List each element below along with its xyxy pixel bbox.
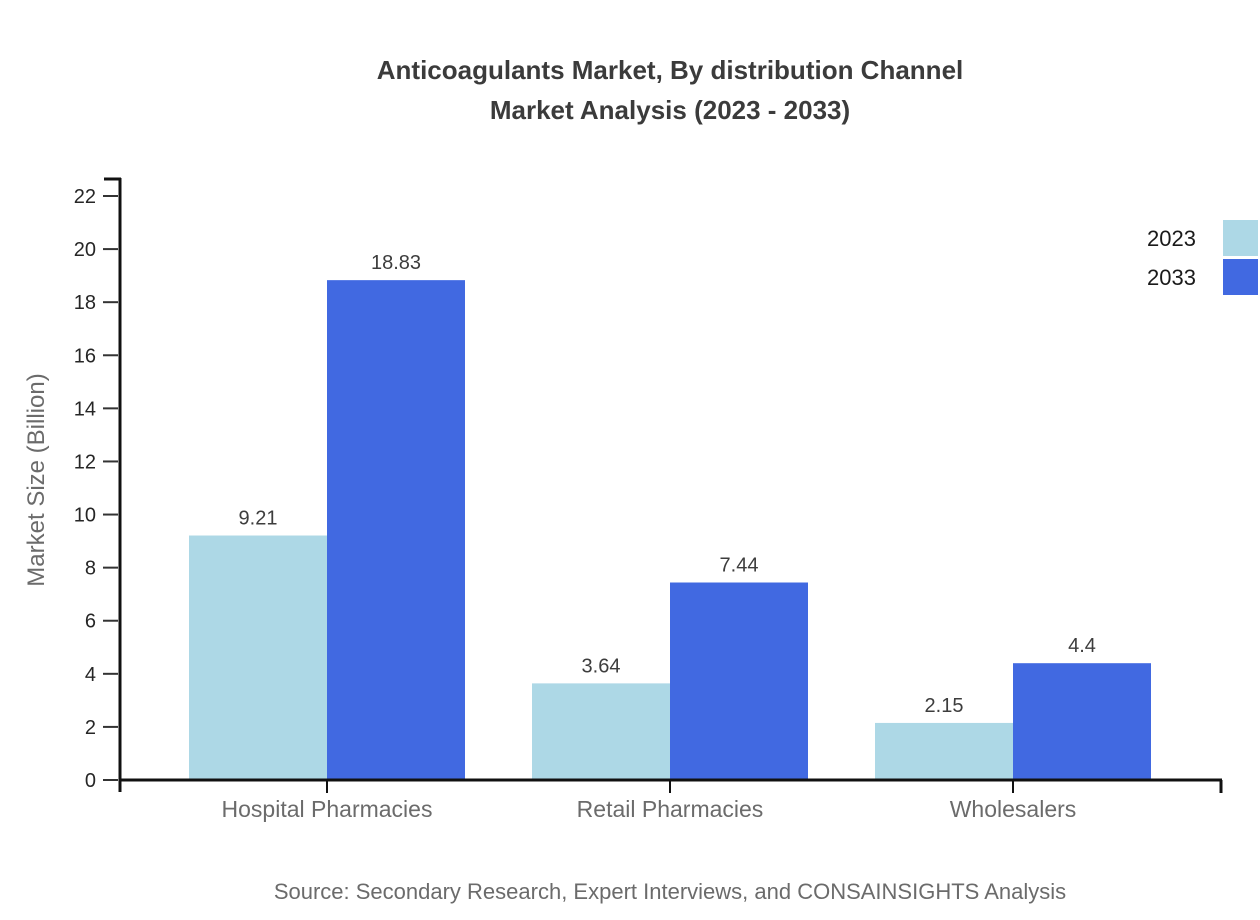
x-category-label-wholesalers: Wholesalers (950, 796, 1077, 822)
plot-area: 9.21 18.83 3.64 7.44 2.15 4.4 0 2 4 6 8 10 12 14 16 18 2… (74, 177, 1258, 822)
y-tick-label-10: 10 (74, 505, 96, 527)
y-tick-label-22: 22 (74, 186, 96, 208)
y-tick-label-8: 8 (85, 558, 96, 580)
bar-2033-retail-pharmacies (670, 582, 808, 780)
value-label-2033-hospital-pharmacies: 18.83 (371, 252, 421, 274)
legend-label-2033: 2033 (1147, 265, 1196, 290)
y-tick-label-2: 2 (85, 717, 96, 739)
value-label-2023-retail-pharmacies: 3.64 (582, 655, 621, 677)
value-label-2033-wholesalers: 4.4 (1068, 635, 1096, 657)
y-tick-label-4: 4 (85, 664, 96, 686)
legend-label-2023: 2023 (1147, 226, 1196, 251)
bar-2023-wholesalers (875, 722, 1013, 780)
bar-2023-hospital-pharmacies (189, 535, 327, 780)
legend-swatch-2033 (1223, 259, 1258, 295)
bar-2033-hospital-pharmacies (327, 280, 465, 780)
y-tick-label-16: 16 (74, 345, 96, 367)
value-label-2023-hospital-pharmacies: 9.21 (239, 508, 278, 530)
y-tick-label-14: 14 (74, 398, 96, 420)
chart-title-line1: Anticoagulants Market, By distribution C… (377, 55, 964, 85)
y-tick-label-6: 6 (85, 611, 96, 633)
y-tick-label-12: 12 (74, 451, 96, 473)
x-category-label-retail-pharmacies: Retail Pharmacies (577, 796, 764, 822)
x-category-label-hospital-pharmacies: Hospital Pharmacies (222, 796, 433, 822)
source-note: Source: Secondary Research, Expert Inter… (274, 879, 1066, 904)
y-tick-label-0: 0 (85, 770, 96, 792)
bar-2033-wholesalers (1013, 663, 1151, 780)
value-label-2023-wholesalers: 2.15 (925, 695, 964, 717)
y-tick-label-18: 18 (74, 292, 96, 314)
legend-swatch-2023 (1223, 220, 1258, 256)
y-axis-title: Market Size (Billion) (23, 373, 50, 586)
chart-title-line2: Market Analysis (2023 - 2033) (490, 95, 850, 125)
bar-2023-retail-pharmacies (532, 683, 670, 780)
value-label-2033-retail-pharmacies: 7.44 (720, 555, 759, 577)
y-tick-label-20: 20 (74, 239, 96, 261)
